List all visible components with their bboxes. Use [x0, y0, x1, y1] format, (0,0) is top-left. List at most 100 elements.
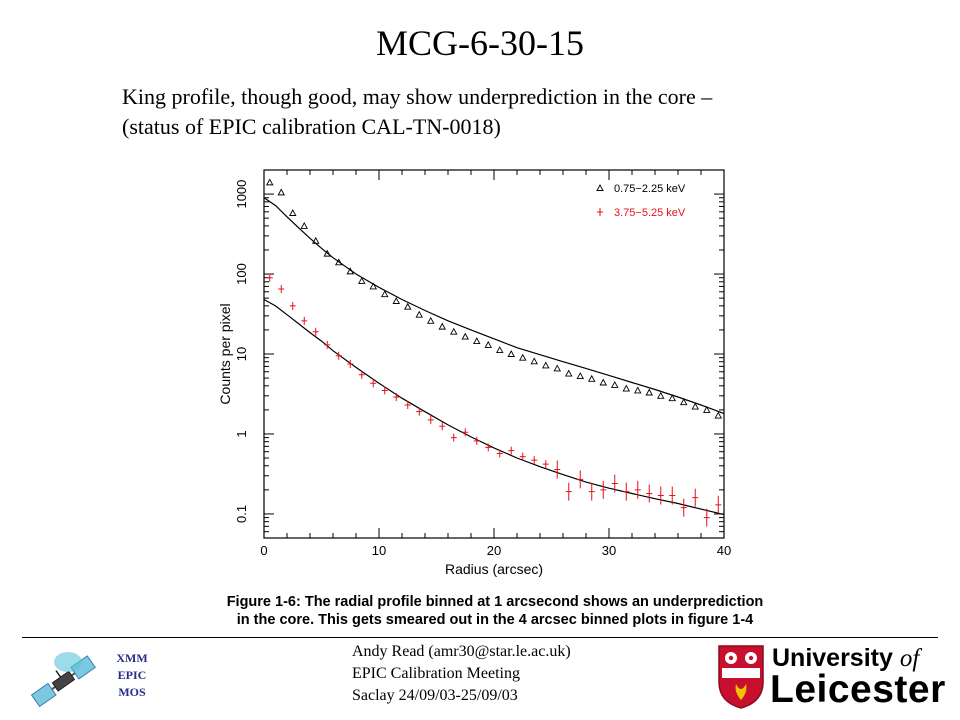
radial-profile-chart: 0 10 20 30 40 0.1 1 10 100 1000 Radius (arcsec) Cou… [217, 169, 731, 577]
hard-band-point [680, 498, 687, 517]
x-tick-label: 30 [602, 543, 616, 558]
soft-band-point [472, 337, 481, 345]
hard-band-point [519, 452, 526, 461]
hard-band-point [439, 422, 446, 431]
soft-band-point [484, 340, 493, 348]
hard-band-point [600, 480, 607, 499]
hard-band-point [611, 474, 618, 493]
soft-band-point [633, 386, 642, 394]
hard-band-point [634, 480, 641, 499]
caption-line-1: Figure 1-6: The radial profile binned at… [226, 594, 764, 610]
hard-band-point [565, 482, 572, 501]
soft-band-point [357, 276, 366, 284]
hard-band-point [669, 486, 676, 505]
hard-band-point [289, 301, 296, 310]
logo-wordmark-line-2: Leicester [770, 668, 946, 711]
soft-band-point [449, 327, 458, 335]
soft-band-point [622, 384, 631, 392]
soft-band-point [564, 369, 573, 377]
x-tick-label: 0 [260, 543, 267, 558]
x-tick-label: 10 [372, 543, 386, 558]
soft-band-point [426, 316, 435, 324]
soft-band-point [656, 391, 665, 399]
hard-band-point [278, 284, 285, 293]
satellite-icon [30, 652, 96, 708]
legend-hard-marker [597, 208, 603, 216]
university-crest-icon [718, 645, 764, 709]
hard-band-point [623, 482, 630, 501]
king-model-curve [263, 197, 725, 415]
soft-band-point [403, 302, 412, 310]
soft-band-point [334, 258, 343, 266]
soft-band-point [380, 290, 389, 298]
king-model-curve [263, 298, 725, 516]
y-tick-label: 0.1 [234, 505, 249, 523]
hard-band-point [554, 460, 561, 479]
badge-line-1: XMM [116, 651, 148, 665]
hard-band-point [370, 379, 377, 388]
logo-university-word: University [772, 644, 893, 672]
hard-band-point [577, 470, 584, 489]
subtitle-line-2: (status of EPIC calibration CAL-TN-0018) [122, 114, 501, 139]
soft-band-point [679, 398, 688, 406]
soft-band-point [587, 374, 596, 382]
soft-band-point [610, 381, 619, 388]
hard-band-point [381, 386, 388, 395]
soft-band-point [346, 267, 355, 275]
soft-band-point [277, 188, 286, 196]
xmm-epic-mos-label: XMM EPIC MOS [104, 650, 160, 701]
hard-band-point [692, 488, 699, 507]
soft-band-point [530, 357, 539, 365]
logo-of-word: of [899, 645, 920, 672]
plot-frame [263, 169, 725, 539]
soft-band-point [415, 310, 424, 318]
y-axis-label: Counts per pixel [217, 303, 233, 404]
y-tick-label: 10 [234, 347, 249, 361]
hard-band-point [393, 392, 400, 401]
hard-band-point [508, 446, 515, 455]
soft-band-point [553, 364, 562, 372]
soft-band-point [541, 361, 550, 369]
soft-band-point [714, 411, 723, 419]
hard-band-point [416, 407, 423, 416]
hard-band-point [358, 370, 365, 379]
hard-band-point [301, 316, 308, 325]
hard-band-point [427, 415, 434, 424]
x-tick-label: 40 [717, 543, 731, 558]
soft-band-point [311, 236, 320, 244]
soft-band-point [599, 378, 608, 386]
hard-band-point [485, 443, 492, 452]
hard-band-point [462, 428, 469, 437]
slide-subtitle: King profile, though good, may show unde… [122, 82, 712, 142]
y-tick-label: 1000 [234, 180, 249, 209]
hard-band-point [266, 273, 273, 282]
soft-band-point [576, 372, 585, 379]
badge-line-2: EPIC [117, 668, 147, 682]
hard-band-point [347, 359, 354, 368]
caption-line-2: in the core. This gets smeared out in th… [236, 612, 754, 628]
footer-venue-dates: Saclay 24/09/03-25/09/03 [352, 687, 518, 704]
hard-band-point [473, 436, 480, 445]
hard-band-point [531, 456, 538, 465]
hard-band-point [703, 508, 710, 527]
slide-title: MCG-6-30-15 [376, 23, 584, 63]
soft-band-point [300, 221, 309, 229]
footer-meeting: EPIC Calibration Meeting [352, 665, 520, 682]
figure-caption: Figure 1-6: The radial profile binned at… [200, 593, 790, 629]
university-logo: University of Leicester [716, 644, 945, 711]
soft-band-point [507, 350, 516, 357]
soft-band-point [323, 249, 332, 257]
soft-band-point [518, 353, 527, 361]
soft-band-point [645, 388, 654, 396]
soft-band-point [265, 178, 274, 186]
logo-wordmark-line-1: University of [772, 644, 919, 673]
badge-line-3: MOS [118, 685, 146, 699]
footer-info: Andy Read (amr30@star.le.ac.uk) EPIC Cal… [352, 641, 571, 707]
soft-band-point [461, 332, 470, 340]
x-tick-label: 20 [487, 543, 501, 558]
soft-band-point [691, 402, 700, 410]
legend-soft-marker [596, 184, 604, 191]
x-axis-label: Radius (arcsec) [445, 561, 543, 577]
hard-band-point [450, 433, 457, 442]
soft-band-point [369, 282, 378, 290]
